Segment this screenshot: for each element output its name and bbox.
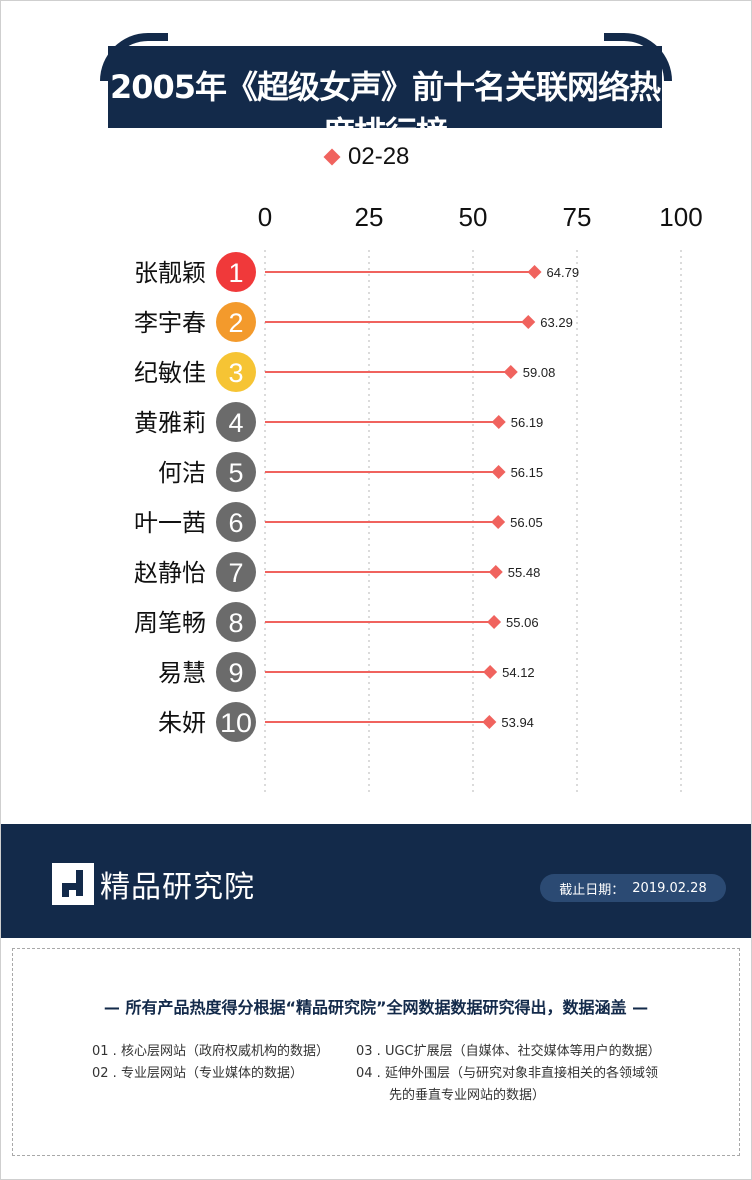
data-label: 53.94 xyxy=(501,715,534,730)
data-point xyxy=(491,515,506,529)
rank-badge xyxy=(216,402,256,442)
data-point xyxy=(491,465,506,479)
data-label: 55.48 xyxy=(508,565,541,580)
data-point xyxy=(521,315,536,329)
note-item: 04 . 延伸外围层（与研究对象非直接相关的各领域领 xyxy=(356,1066,658,1081)
data-point xyxy=(483,665,498,679)
data-point xyxy=(487,615,502,629)
x-tick-label: 100 xyxy=(659,202,702,232)
brand: 精品研究院 xyxy=(52,862,255,906)
x-tick-label: 0 xyxy=(258,202,272,232)
category-label: 周笔畅 xyxy=(134,609,206,637)
category-label: 赵静怡 xyxy=(134,559,206,587)
rank-number: 8 xyxy=(228,608,243,638)
data-point xyxy=(527,265,542,279)
rank-number: 5 xyxy=(228,458,243,488)
data-point xyxy=(482,715,497,729)
rank-badge xyxy=(216,252,256,292)
note-item: 03 . UGC扩展层（自媒体、社交媒体等用户的数据） xyxy=(356,1044,661,1059)
category-label: 何洁 xyxy=(158,459,206,487)
data-label: 64.79 xyxy=(547,265,580,280)
note-item: 02 . 专业层网站（专业媒体的数据） xyxy=(92,1066,303,1081)
note-item: 01 . 核心层网站（政府权威机构的数据） xyxy=(92,1044,329,1059)
rank-badge xyxy=(216,602,256,642)
category-label: 张靓颖 xyxy=(134,259,206,287)
data-point xyxy=(491,415,506,429)
note-item: 先的垂直专业网站的数据） xyxy=(389,1088,546,1103)
cutoff-date-badge: 截止日期： 2019.02.28 xyxy=(540,874,726,902)
data-point xyxy=(488,565,503,579)
rank-badge xyxy=(216,352,256,392)
rank-badge xyxy=(216,552,256,592)
chart-title: 2005年《超级女声》前十名关联网络热度排行榜 xyxy=(109,68,661,152)
data-label: 55.06 xyxy=(506,615,539,630)
data-label: 59.08 xyxy=(523,365,556,380)
rank-badge xyxy=(216,302,256,342)
x-tick-label: 75 xyxy=(563,202,592,232)
rank-number: 7 xyxy=(228,558,243,588)
data-label: 56.15 xyxy=(511,465,544,480)
category-label: 朱妍 xyxy=(158,709,206,737)
rank-number: 6 xyxy=(228,508,243,538)
date-value: 2019.02.28 xyxy=(632,880,707,896)
notes-box xyxy=(12,948,740,1156)
rank-badge xyxy=(216,652,256,692)
brand-logo-icon xyxy=(52,863,94,905)
category-label: 黄雅莉 xyxy=(134,409,206,437)
brand-name: 精品研究院 xyxy=(100,870,255,905)
rank-number: 3 xyxy=(228,358,243,388)
notes-heading: — 所有产品热度得分根据“精品研究院”全网数据数据研究得出，数据涵盖 — xyxy=(103,998,649,1017)
category-label: 李宇春 xyxy=(134,309,206,337)
legend-label: 02-28 xyxy=(348,143,410,170)
data-point xyxy=(503,365,518,379)
data-label: 56.05 xyxy=(510,515,543,530)
rank-badge xyxy=(216,702,256,742)
category-label: 易慧 xyxy=(158,659,206,687)
title-banner xyxy=(108,46,662,128)
data-label: 63.29 xyxy=(540,315,573,330)
rank-number: 2 xyxy=(228,308,243,338)
rank-number: 4 xyxy=(228,408,243,438)
date-label: 截止日期： xyxy=(559,882,625,898)
legend: 02-28 xyxy=(323,142,410,172)
category-label: 叶一茜 xyxy=(134,509,206,537)
rank-number: 1 xyxy=(228,258,243,288)
rank-number: 10 xyxy=(220,708,252,738)
rank-number: 9 xyxy=(228,658,243,688)
data-label: 54.12 xyxy=(502,665,535,680)
legend-diamond-icon xyxy=(323,148,341,166)
data-label: 56.19 xyxy=(511,415,544,430)
rank-badge xyxy=(216,502,256,542)
x-tick-label: 50 xyxy=(459,202,488,232)
x-tick-label: 25 xyxy=(355,202,384,232)
category-label: 纪敏佳 xyxy=(134,359,206,387)
rank-badge xyxy=(216,452,256,492)
